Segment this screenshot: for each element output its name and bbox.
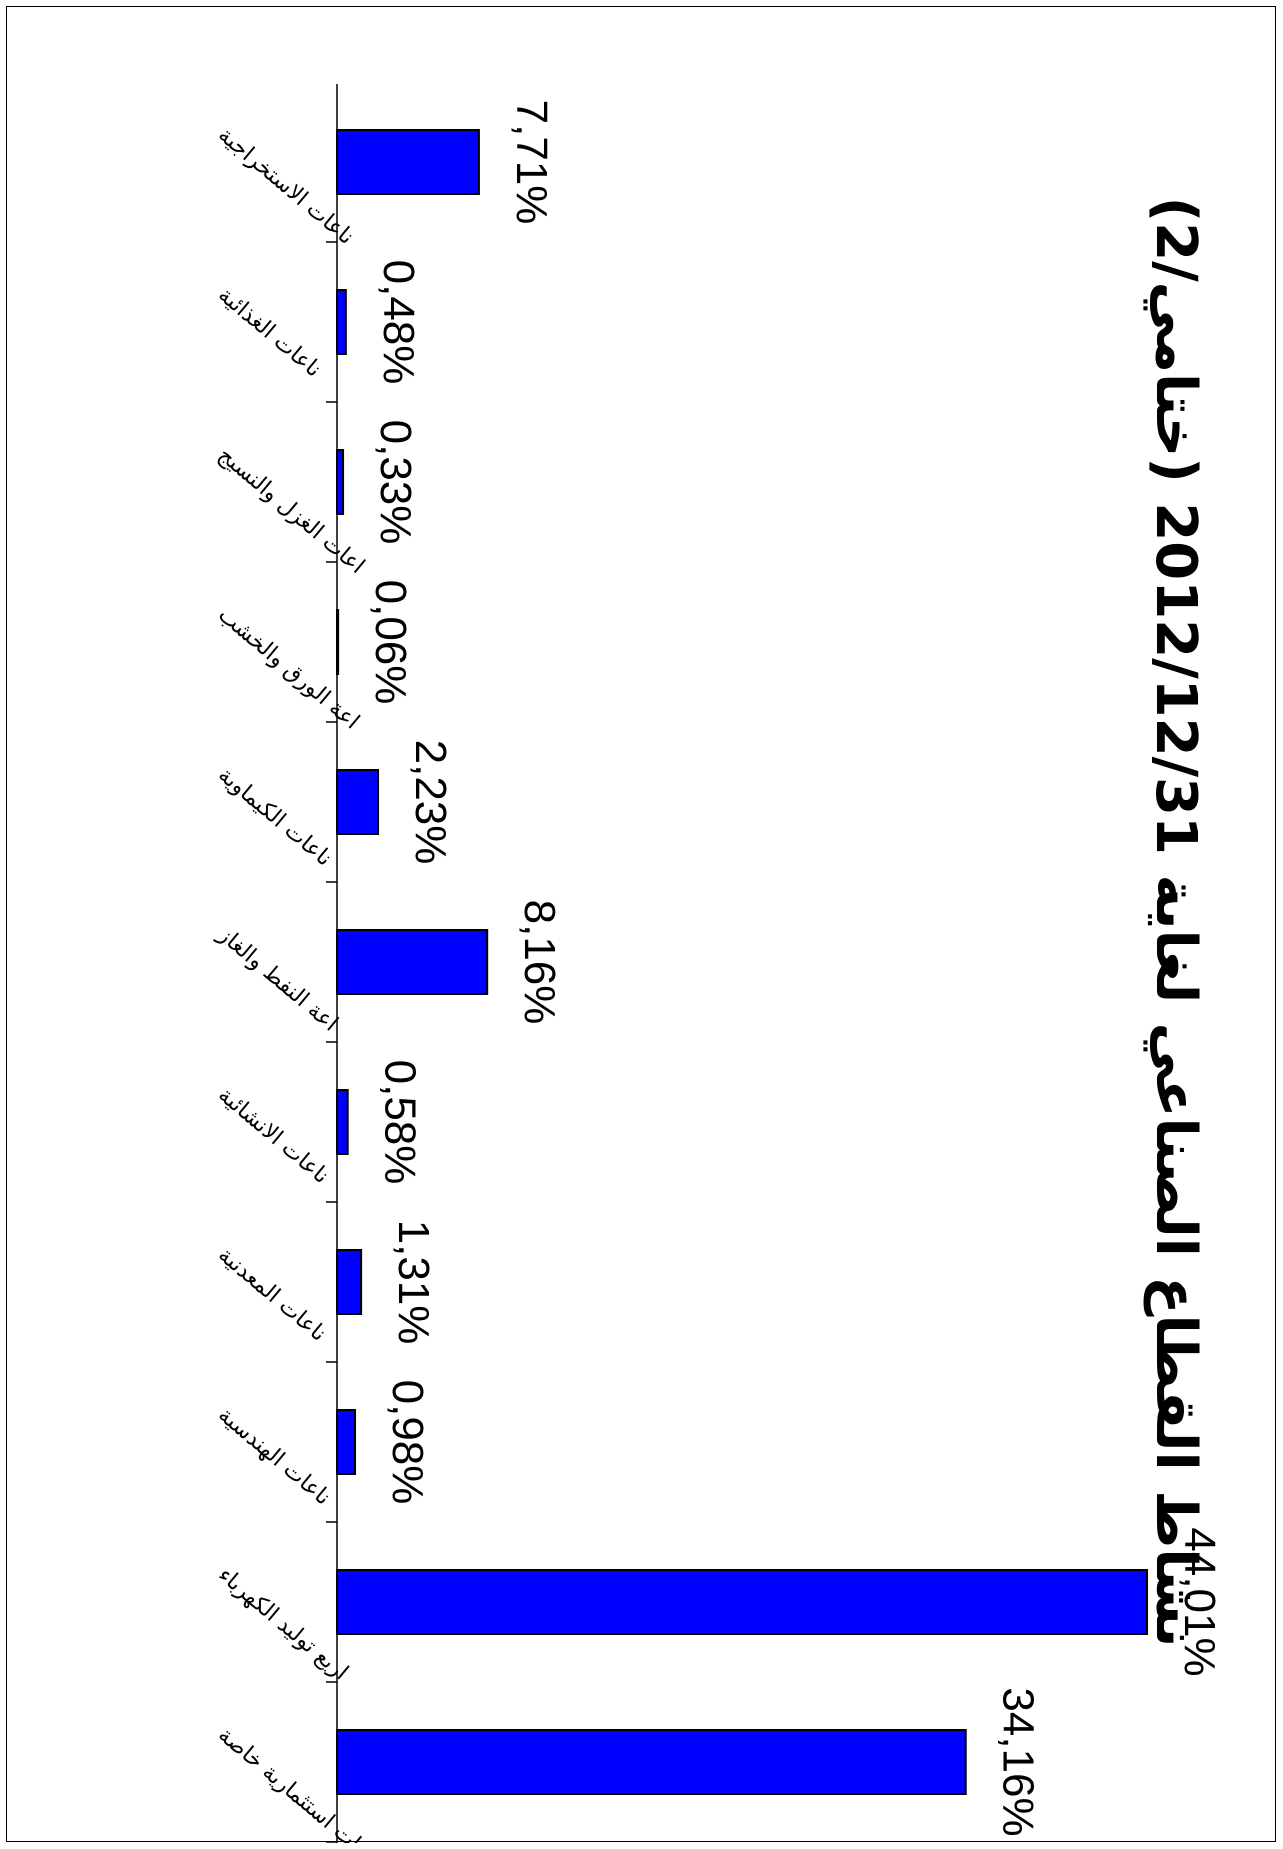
data-label: 7,71% [507, 100, 556, 225]
axis-group [326, 84, 338, 1843]
data-label: 0,48% [374, 260, 423, 385]
bar [336, 769, 380, 835]
bar [336, 1249, 363, 1315]
chart-frame: 7,71% ناعات الاستخراجية 0,48% ناعات الغذائي… [6, 6, 1276, 1843]
category-label: اريع توليد الكهرباء [213, 1562, 353, 1685]
data-label: 0,58% [376, 1060, 425, 1185]
bar [336, 1089, 349, 1155]
bar [336, 609, 340, 675]
category-label: ناعات الانشائية [213, 1082, 333, 1189]
category-label: اعات الغزل والنسيج [213, 442, 369, 579]
data-label: 34,16% [994, 1687, 1043, 1836]
bar [336, 1729, 967, 1795]
data-label: 0,98% [383, 1380, 432, 1505]
category-label: ناعات الغذائية [213, 282, 326, 382]
category-label: اعة الورق والخشب [213, 602, 364, 734]
data-label: 44,01% [1175, 1527, 1224, 1676]
bar [336, 1409, 357, 1475]
data-label: 2,23% [406, 740, 455, 865]
data-label: 8,16% [515, 900, 564, 1025]
bar [336, 449, 345, 515]
data-label: 0,33% [371, 420, 420, 545]
bar [336, 129, 480, 195]
bar [336, 1569, 1148, 1635]
bar [336, 929, 489, 995]
chart-title: نشاط القطاع الصناعي لغاية 2012/12/31 (خت… [1143, 197, 1208, 1648]
category-label: ناعات الهندسية [213, 1402, 335, 1510]
category-label: ناعات المعدنية [213, 1242, 331, 1346]
category-label: ناعات الكيماوية [213, 762, 336, 871]
bars-group [336, 129, 1148, 1795]
bar [336, 289, 347, 355]
data-label: 1,31% [389, 1220, 438, 1345]
data-label: 0,06% [366, 580, 415, 705]
category-label: اعة النفط والغاز [212, 922, 342, 1037]
